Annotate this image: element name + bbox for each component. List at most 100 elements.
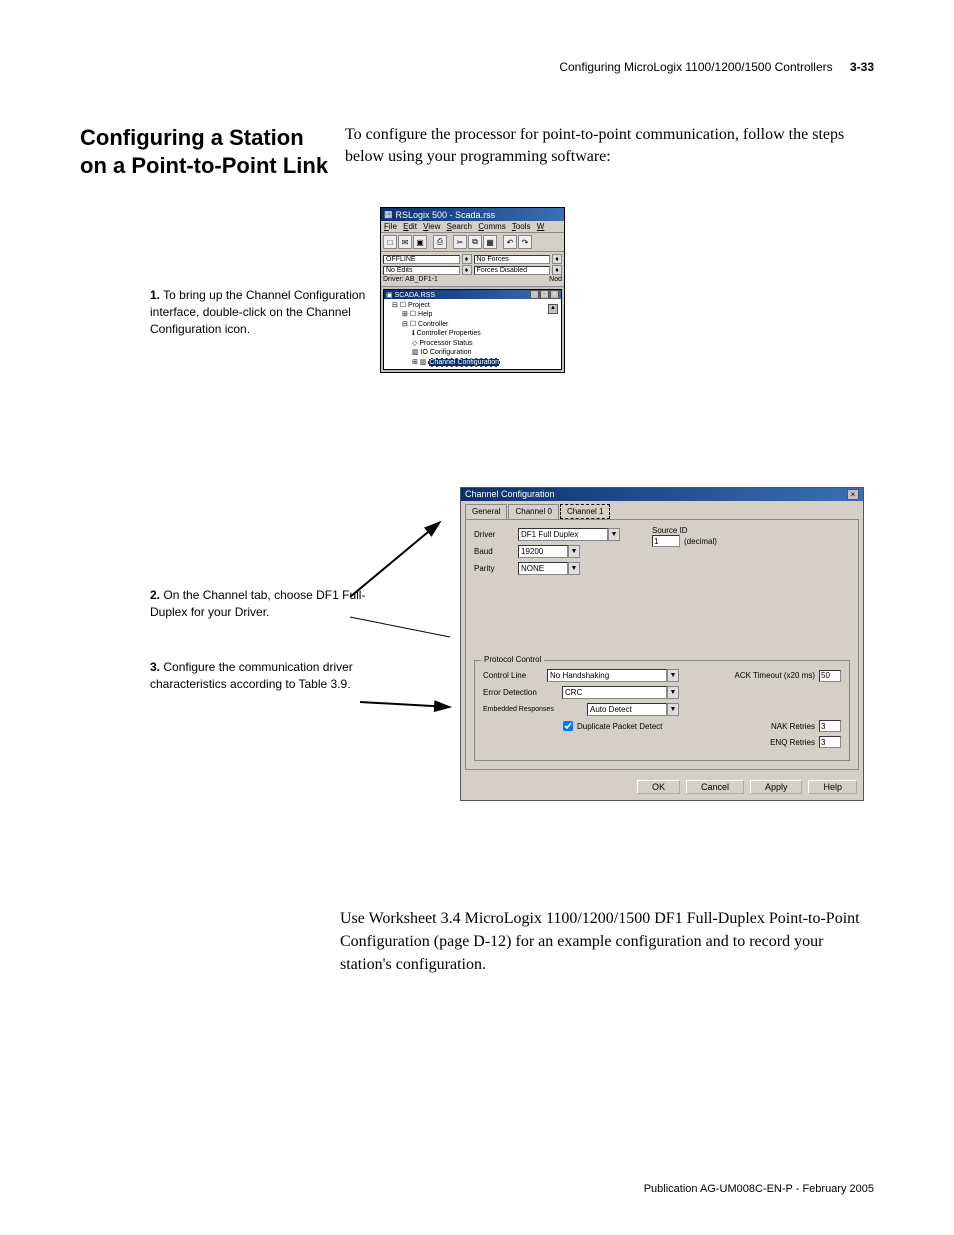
menu-view[interactable]: View bbox=[423, 222, 440, 231]
source-id-group: Source ID (decimal) bbox=[652, 526, 717, 547]
scroll-up-icon[interactable]: ▲ bbox=[548, 304, 558, 314]
save-icon[interactable]: ▣ bbox=[413, 235, 427, 249]
page-number: 3-33 bbox=[850, 60, 874, 74]
nak-retries-label: NAK Retries bbox=[771, 722, 815, 731]
step-2-text: On the Channel tab, choose DF1 Full-Dupl… bbox=[150, 588, 365, 619]
figure-1-row: 1. To bring up the Channel Configuration… bbox=[80, 207, 874, 467]
minimize-icon[interactable]: - bbox=[530, 290, 539, 299]
step-2-number: 2. bbox=[150, 588, 160, 602]
status-offline: OFFLINE bbox=[383, 255, 460, 264]
rslogix-title: RSLogix 500 - Scada.rss bbox=[396, 210, 496, 220]
driver-value bbox=[518, 528, 608, 541]
menu-tools[interactable]: Tools bbox=[512, 222, 531, 231]
driver-combo[interactable]: ▼ bbox=[518, 528, 620, 541]
menu-w[interactable]: W bbox=[537, 222, 545, 231]
tree-processor-status[interactable]: ◇ Processor Status bbox=[412, 339, 559, 348]
project-tree: ⊟ ☐ Project ⊞ ☐ Help ⊟ ☐ Controller ℹ Co… bbox=[384, 299, 561, 369]
apply-button[interactable]: Apply bbox=[750, 780, 803, 794]
rslogix-titlebar: ▦ RSLogix 500 - Scada.rss bbox=[381, 208, 564, 221]
page-header: Configuring MicroLogix 1100/1200/1500 Co… bbox=[80, 60, 874, 74]
app-icon: ▦ bbox=[384, 209, 393, 220]
chevron-down-icon[interactable]: ▼ bbox=[568, 545, 580, 558]
figure-2-row: 2. On the Channel tab, choose DF1 Full-D… bbox=[80, 487, 874, 857]
tree-help[interactable]: ⊞ ☐ Help bbox=[402, 310, 559, 319]
menu-file[interactable]: File bbox=[384, 222, 397, 231]
open-icon[interactable]: ✉ bbox=[398, 235, 412, 249]
duplicate-packet-checkbox[interactable] bbox=[563, 721, 573, 731]
close-icon[interactable]: × bbox=[847, 489, 859, 500]
parity-value bbox=[518, 562, 568, 575]
protocol-control-legend: Protocol Control bbox=[481, 655, 544, 664]
error-detection-combo[interactable]: ▼ bbox=[562, 686, 679, 699]
project-tree-window: ▣ SCADA.RSS - □ × ▲ ⊟ ☐ Project ⊞ ☐ Help… bbox=[383, 289, 562, 370]
print-icon[interactable]: ⎙ bbox=[433, 235, 447, 249]
tree-project[interactable]: ⊟ ☐ Project bbox=[392, 301, 559, 310]
chevron-down-icon[interactable]: ▼ bbox=[608, 528, 620, 541]
chevron-down-icon[interactable]: ▼ bbox=[568, 562, 580, 575]
cancel-button[interactable]: Cancel bbox=[686, 780, 744, 794]
enq-retries-label: ENQ Retries bbox=[770, 738, 815, 747]
enq-retries-input[interactable] bbox=[819, 736, 841, 748]
status-forcesdisabled: Forces Disabled bbox=[474, 266, 551, 275]
error-detection-value bbox=[562, 686, 667, 699]
help-button[interactable]: Help bbox=[808, 780, 857, 794]
cut-icon[interactable]: ✂ bbox=[453, 235, 467, 249]
toolbar: □ ✉ ▣ ⎙ ✂ ⧉ ▦ ↶ ↷ bbox=[381, 233, 564, 252]
embedded-responses-combo[interactable]: ▼ bbox=[587, 703, 679, 716]
step-3-number: 3. bbox=[150, 660, 160, 674]
tree-controller[interactable]: ⊟ ☐ Controller bbox=[402, 320, 559, 329]
menu-comms[interactable]: Comms bbox=[478, 222, 506, 231]
dropdown-icon[interactable]: ♦ bbox=[552, 254, 562, 264]
source-id-input[interactable] bbox=[652, 535, 680, 547]
protocol-control-fieldset: Protocol Control Control Line ▼ ACK Time… bbox=[474, 660, 850, 761]
error-detection-label: Error Detection bbox=[483, 688, 558, 697]
step-1-text: To bring up the Channel Configuration in… bbox=[150, 288, 365, 336]
tab-channel-0[interactable]: Channel 0 bbox=[508, 504, 558, 519]
dialog-button-row: OK Cancel Apply Help bbox=[461, 774, 863, 800]
menu-search[interactable]: Search bbox=[447, 222, 472, 231]
baud-label: Baud bbox=[474, 547, 514, 556]
driver-label: Driver: AB_DF1-1 bbox=[383, 276, 438, 283]
embedded-responses-value bbox=[587, 703, 667, 716]
baud-combo[interactable]: ▼ bbox=[518, 545, 580, 558]
control-line-combo[interactable]: ▼ bbox=[547, 669, 679, 682]
dropdown-icon[interactable]: ♦ bbox=[552, 265, 562, 275]
close-icon[interactable]: × bbox=[550, 290, 559, 299]
dropdown-icon[interactable]: ♦ bbox=[462, 254, 472, 264]
menubar: File Edit View Search Comms Tools W bbox=[381, 221, 564, 233]
dialog-titlebar: Channel Configuration × bbox=[461, 488, 863, 501]
step-2: 2. On the Channel tab, choose DF1 Full-D… bbox=[150, 587, 380, 621]
chevron-down-icon[interactable]: ▼ bbox=[667, 686, 679, 699]
channel-config-dialog: Channel Configuration × General Channel … bbox=[460, 487, 864, 801]
embedded-responses-label: Embedded Responses bbox=[483, 706, 583, 713]
step-1: 1. To bring up the Channel Configuration… bbox=[150, 287, 380, 337]
paste-icon[interactable]: ▦ bbox=[483, 235, 497, 249]
baud-value bbox=[518, 545, 568, 558]
dropdown-icon[interactable]: ♦ bbox=[462, 265, 472, 275]
tree-controller-properties[interactable]: ℹ Controller Properties bbox=[412, 329, 559, 338]
nak-retries-input[interactable] bbox=[819, 720, 841, 732]
chevron-down-icon[interactable]: ▼ bbox=[667, 703, 679, 716]
tab-general[interactable]: General bbox=[465, 504, 507, 519]
redo-icon[interactable]: ↷ bbox=[518, 235, 532, 249]
tab-panel: Driver ▼ Baud ▼ Parity ▼ bbox=[465, 519, 859, 770]
ack-timeout-input[interactable] bbox=[819, 670, 841, 682]
tab-channel-1[interactable]: Channel 1 bbox=[560, 504, 610, 519]
ok-button[interactable]: OK bbox=[637, 780, 680, 794]
maximize-icon[interactable]: □ bbox=[540, 290, 549, 299]
tree-io-configuration[interactable]: ▥ IO Configuration bbox=[412, 348, 559, 357]
chevron-down-icon[interactable]: ▼ bbox=[667, 669, 679, 682]
menu-edit[interactable]: Edit bbox=[403, 222, 417, 231]
status-noforces: No Forces bbox=[474, 255, 551, 264]
copy-icon[interactable]: ⧉ bbox=[468, 235, 482, 249]
new-icon[interactable]: □ bbox=[383, 235, 397, 249]
inner-window-title: SCADA.RSS bbox=[395, 292, 435, 299]
status-noedits: No Edits bbox=[383, 266, 460, 275]
status-panel: OFFLINE ♦ No Forces ♦ No Edits ♦ Forces … bbox=[381, 252, 564, 287]
parity-combo[interactable]: ▼ bbox=[518, 562, 580, 575]
undo-icon[interactable]: ↶ bbox=[503, 235, 517, 249]
driver-label: Driver bbox=[474, 530, 514, 539]
section-title: Configuring a Station on a Point-to-Poin… bbox=[80, 124, 335, 179]
decimal-label: (decimal) bbox=[684, 537, 717, 546]
tree-channel-configuration[interactable]: ⊞ ▥ Channel Configuration bbox=[412, 358, 559, 367]
